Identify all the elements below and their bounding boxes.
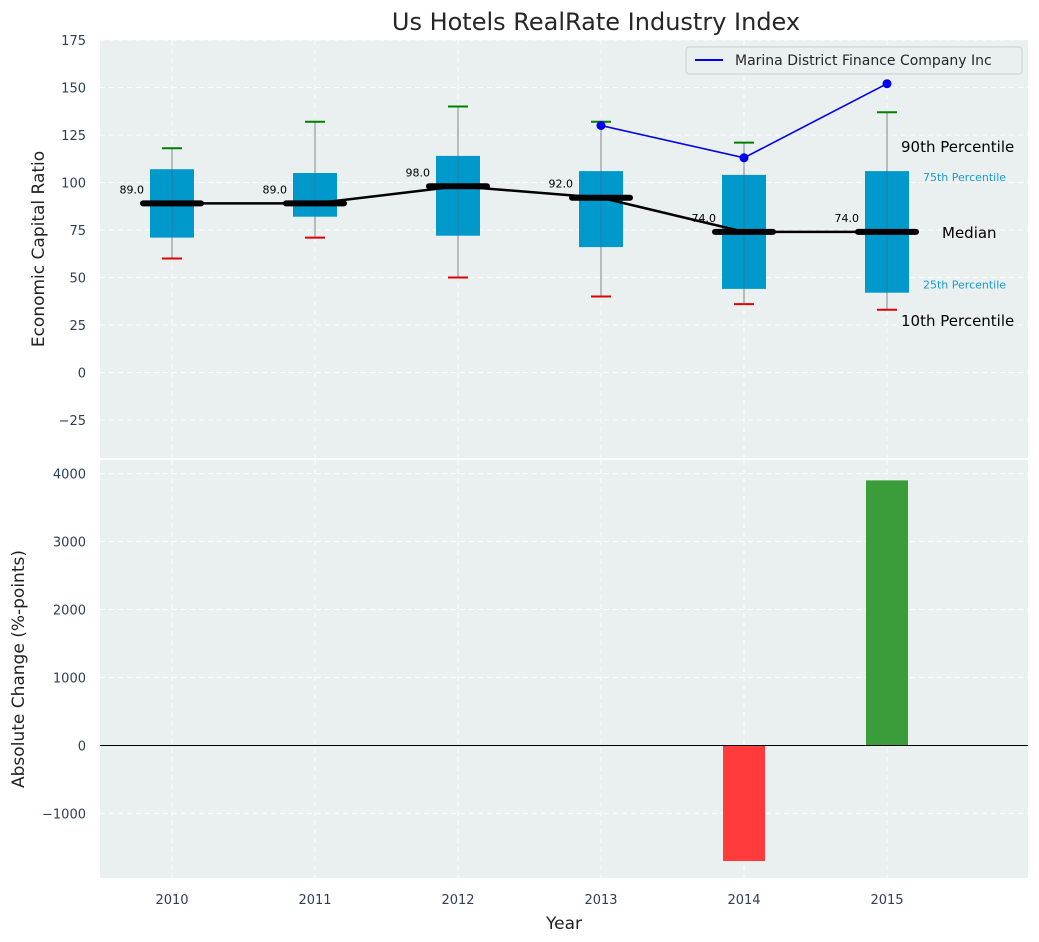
top-y-axis-label: Economic Capital Ratio (29, 151, 49, 347)
p25-annotation: 25th Percentile (923, 279, 1006, 292)
negative-change-bar (723, 745, 765, 862)
top-panel: −25 0 25 50 75 100 125 150 175 89.0 89.0 98.0 92.0 7… (29, 34, 1028, 458)
x-tick-label: 2011 (298, 893, 331, 908)
x-ticks: 2010 2011 2012 2013 2014 2015 (155, 893, 903, 908)
median-annotation: Median (942, 224, 997, 242)
top-y-ticks: −25 0 25 50 75 100 125 150 175 (59, 34, 86, 429)
x-tick-label: 2012 (441, 893, 474, 908)
chart-title: Us Hotels RealRate Industry Index (392, 8, 800, 36)
p10-annotation: 10th Percentile (901, 312, 1014, 330)
legend: Marina District Finance Company Inc (685, 46, 1023, 75)
change-bars (100, 480, 1028, 862)
top-y-tick-label: 75 (69, 224, 86, 239)
median-value-label: 92.0 (549, 178, 574, 191)
median-value-label: 98.0 (406, 166, 431, 179)
positive-change-bar (866, 480, 908, 746)
bottom-y-tick-label: 3000 (53, 536, 86, 551)
bottom-panel: −1000 0 1000 2000 3000 4000 Absolute Change (… (9, 460, 1028, 878)
bottom-y-tick-label: 1000 (53, 671, 86, 686)
top-y-tick-label: 25 (69, 319, 86, 334)
top-y-tick-label: 175 (61, 34, 86, 49)
x-tick-label: 2010 (155, 893, 188, 908)
box-plots: 89.0 89.0 98.0 92.0 74.0 74.0 (120, 79, 919, 311)
top-y-tick-label: 100 (61, 177, 86, 192)
median-value-label: 74.0 (692, 212, 717, 225)
bottom-y-tick-label: −1000 (42, 807, 86, 822)
bottom-y-tick-label: 0 (78, 739, 86, 754)
bottom-y-axis-label: Absolute Change (%-points) (9, 550, 29, 788)
median-value-label: 89.0 (263, 183, 288, 196)
x-tick-label: 2015 (870, 893, 903, 908)
legend-frame (685, 46, 1023, 75)
company-series-point (739, 153, 749, 163)
p75-annotation: 75th Percentile (923, 171, 1006, 184)
bottom-y-tick-label: 4000 (53, 468, 86, 483)
p90-annotation: 90th Percentile (901, 138, 1014, 156)
median-value-label: 89.0 (120, 183, 145, 196)
top-y-tick-label: 125 (61, 129, 86, 144)
top-y-tick-label: 0 (78, 367, 86, 382)
median-value-label: 74.0 (835, 212, 860, 225)
bottom-y-ticks: −1000 0 1000 2000 3000 4000 (42, 468, 86, 823)
company-series-point (596, 121, 606, 130)
bottom-y-tick-label: 2000 (53, 604, 86, 619)
median-trend-line (172, 185, 887, 234)
x-axis-label: Year (545, 914, 582, 934)
percentile-annotations: 90th Percentile 75th Percentile Median 25th… (901, 138, 1014, 330)
x-tick-label: 2013 (584, 893, 617, 908)
top-y-tick-label: 150 (61, 82, 86, 97)
company-series-point (882, 79, 892, 89)
legend-label: Marina District Finance Company Inc (735, 53, 992, 69)
x-tick-label: 2014 (727, 893, 760, 908)
top-y-tick-label: −25 (59, 414, 86, 429)
top-y-tick-label: 50 (69, 272, 86, 287)
